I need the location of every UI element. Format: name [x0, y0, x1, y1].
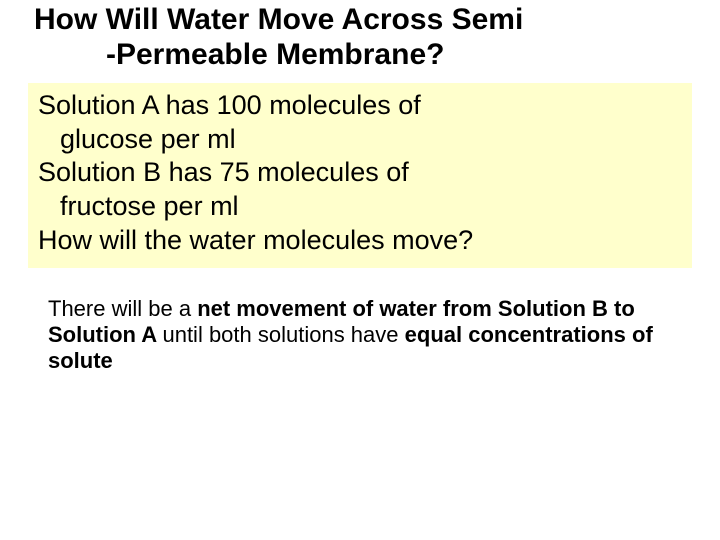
solution-a-line2: glucose per ml: [38, 123, 680, 157]
info-box: Solution A has 100 molecules of glucose …: [28, 83, 692, 268]
solution-b: Solution B has 75 molecules of fructose …: [38, 156, 680, 224]
slide: How Will Water Move Across Semi -Permeab…: [0, 0, 720, 540]
answer-pre: There will be a: [48, 296, 197, 321]
solution-a: Solution A has 100 molecules of glucose …: [38, 89, 680, 157]
answer-text: There will be a net movement of water fr…: [48, 296, 660, 375]
question-line: How will the water molecules move?: [38, 224, 680, 258]
answer-mid: until both solutions have: [162, 322, 404, 347]
title-line-2: -Permeable Membrane?: [34, 37, 690, 72]
solution-b-line1: Solution B has 75 molecules of: [38, 157, 409, 187]
solution-b-line2: fructose per ml: [38, 190, 680, 224]
slide-title: How Will Water Move Across Semi -Permeab…: [34, 2, 720, 73]
title-line-1: How Will Water Move Across Semi: [34, 3, 523, 36]
solution-a-line1: Solution A has 100 molecules of: [38, 90, 421, 120]
